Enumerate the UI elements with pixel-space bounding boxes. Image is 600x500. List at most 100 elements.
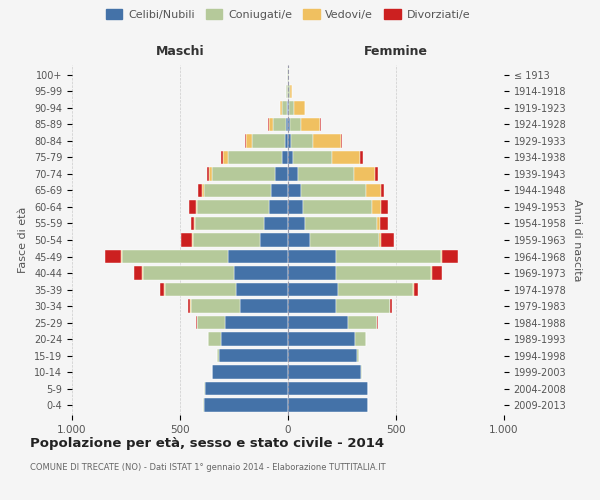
Bar <box>212 366 288 379</box>
Bar <box>288 366 361 379</box>
Bar <box>381 184 384 197</box>
Bar <box>206 167 209 180</box>
Bar <box>288 283 338 296</box>
Bar <box>188 300 190 313</box>
Bar <box>301 184 366 197</box>
Bar <box>219 349 288 362</box>
Bar <box>106 250 121 264</box>
Bar <box>269 200 288 214</box>
Bar <box>288 349 357 362</box>
Text: Maschi: Maschi <box>155 44 205 58</box>
Text: Popolazione per età, sesso e stato civile - 2014: Popolazione per età, sesso e stato civil… <box>30 438 384 450</box>
Bar <box>288 216 305 230</box>
Bar <box>288 101 289 114</box>
Bar <box>355 332 366 346</box>
Bar <box>377 316 378 330</box>
Bar <box>335 300 389 313</box>
Bar <box>181 233 192 247</box>
Bar <box>221 332 288 346</box>
Bar <box>205 382 288 396</box>
Bar <box>288 150 293 164</box>
Bar <box>290 118 301 131</box>
Bar <box>269 118 273 131</box>
Bar <box>260 233 288 247</box>
Bar <box>341 134 342 147</box>
Bar <box>361 150 362 164</box>
Legend: Celibi/Nubili, Coniugati/e, Vedovi/e, Divorziati/e: Celibi/Nubili, Coniugati/e, Vedovi/e, Di… <box>101 5 475 24</box>
Bar <box>301 118 320 131</box>
Bar <box>196 200 197 214</box>
Bar <box>376 167 378 180</box>
Bar <box>286 84 287 98</box>
Bar <box>204 184 271 197</box>
Bar <box>379 233 381 247</box>
Bar <box>288 382 368 396</box>
Bar <box>293 150 332 164</box>
Bar <box>287 101 288 114</box>
Bar <box>381 200 388 214</box>
Bar <box>217 349 219 362</box>
Bar <box>246 134 253 147</box>
Bar <box>310 233 379 247</box>
Bar <box>380 216 388 230</box>
Bar <box>275 167 288 180</box>
Bar <box>377 216 380 230</box>
Bar <box>204 398 288 412</box>
Bar <box>335 250 442 264</box>
Bar <box>288 134 291 147</box>
Bar <box>164 283 165 296</box>
Bar <box>196 316 197 330</box>
Bar <box>288 266 335 280</box>
Bar <box>281 101 287 114</box>
Bar <box>295 101 305 114</box>
Bar <box>338 283 413 296</box>
Bar <box>414 283 418 296</box>
Bar <box>223 150 227 164</box>
Bar <box>313 134 341 147</box>
Bar <box>273 118 286 131</box>
Bar <box>160 283 164 296</box>
Bar <box>366 184 381 197</box>
Bar <box>226 316 288 330</box>
Bar <box>305 216 377 230</box>
Bar <box>195 216 264 230</box>
Bar <box>289 101 295 114</box>
Bar <box>253 134 285 147</box>
Bar <box>212 167 275 180</box>
Bar <box>381 233 394 247</box>
Bar <box>354 167 376 180</box>
Bar <box>288 184 301 197</box>
Bar <box>191 216 194 230</box>
Bar <box>227 150 281 164</box>
Bar <box>197 200 269 214</box>
Bar <box>202 184 204 197</box>
Bar <box>288 167 298 180</box>
Bar <box>303 200 372 214</box>
Y-axis label: Fasce di età: Fasce di età <box>19 207 28 273</box>
Bar <box>221 150 223 164</box>
Bar <box>264 216 288 230</box>
Bar <box>442 250 458 264</box>
Bar <box>197 316 226 330</box>
Bar <box>134 266 142 280</box>
Bar <box>288 250 335 264</box>
Bar <box>236 283 288 296</box>
Bar <box>335 266 431 280</box>
Y-axis label: Anni di nascita: Anni di nascita <box>572 198 582 281</box>
Bar <box>209 167 212 180</box>
Bar <box>285 134 288 147</box>
Bar <box>372 200 381 214</box>
Bar <box>122 250 227 264</box>
Text: COMUNE DI TRECATE (NO) - Dati ISTAT 1° gennaio 2014 - Elaborazione TUTTITALIA.IT: COMUNE DI TRECATE (NO) - Dati ISTAT 1° g… <box>30 462 386 471</box>
Bar <box>286 118 288 131</box>
Bar <box>194 216 195 230</box>
Bar <box>298 167 354 180</box>
Bar <box>241 300 288 313</box>
Bar <box>431 266 442 280</box>
Bar <box>288 332 355 346</box>
Bar <box>288 398 368 412</box>
Bar <box>165 283 236 296</box>
Bar <box>191 300 241 313</box>
Bar <box>142 266 143 280</box>
Bar <box>121 250 122 264</box>
